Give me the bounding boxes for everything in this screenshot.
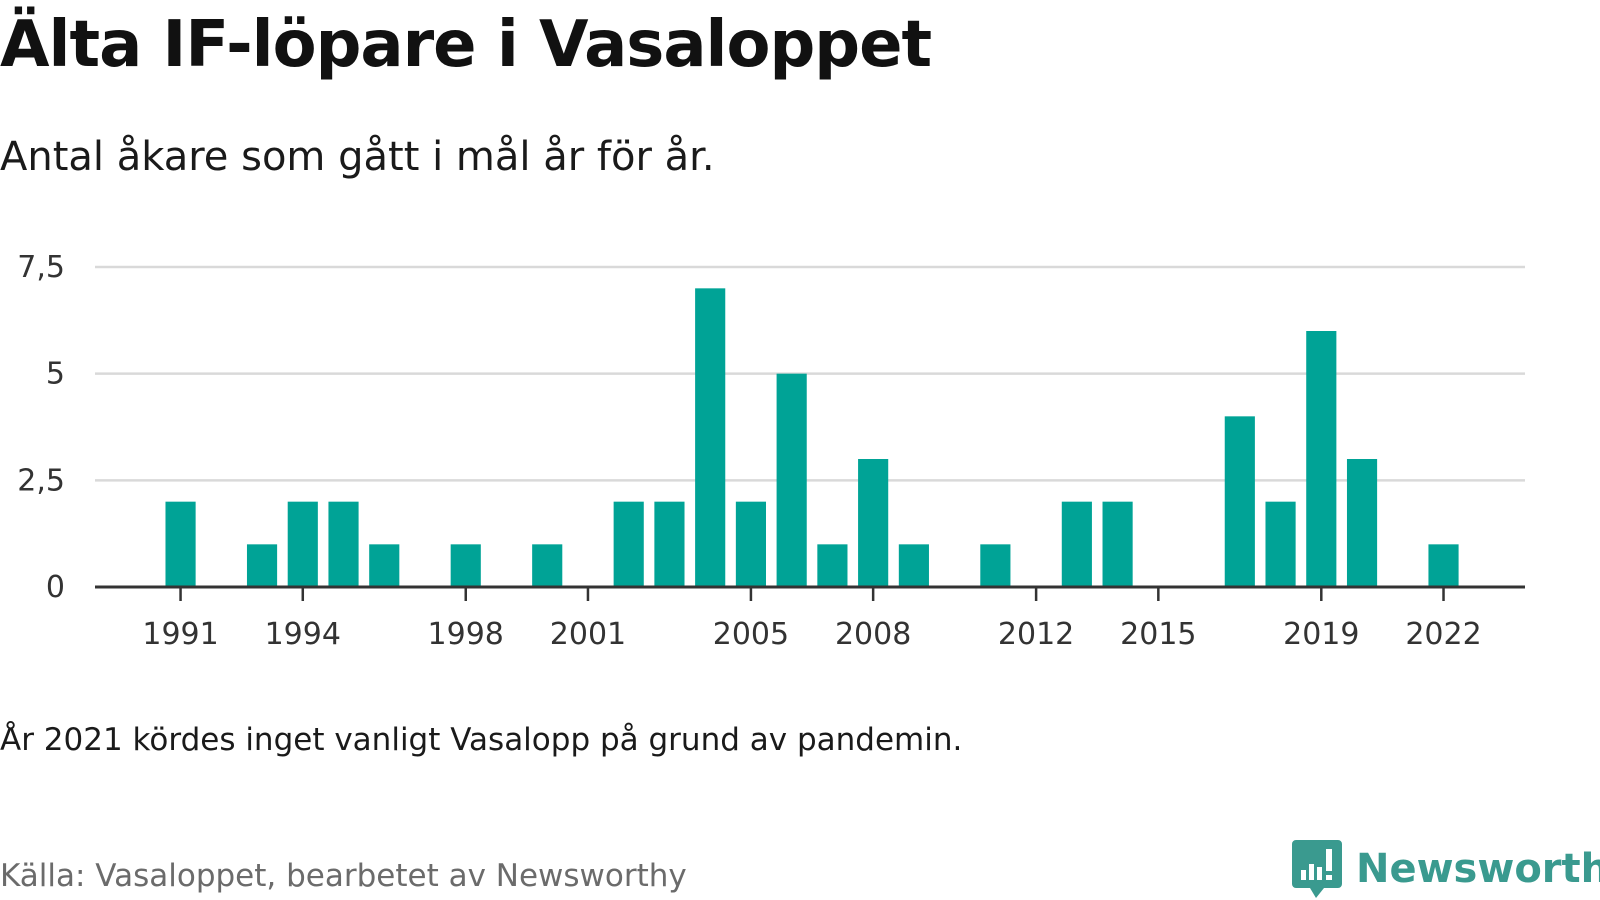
newsworthy-logo-icon <box>1292 840 1342 898</box>
x-tick-label: 2008 <box>835 617 911 652</box>
x-tick-label: 2019 <box>1283 617 1359 652</box>
bar-1995 <box>328 501 359 587</box>
bar-2008 <box>858 459 889 587</box>
bar-1991 <box>165 501 196 587</box>
bar-2009 <box>898 544 929 587</box>
y-tick-label: 2,5 <box>17 463 65 498</box>
bar-2018 <box>1265 501 1296 587</box>
chart-subtitle: Antal åkare som gått i mål år för år. <box>0 134 715 180</box>
bar-2013 <box>1061 501 1092 587</box>
x-tick-label: 2022 <box>1405 617 1481 652</box>
footnote: År 2021 kördes inget vanligt Vasalopp på… <box>0 722 963 758</box>
bar-1996 <box>369 544 400 587</box>
x-tick-label: 1998 <box>428 617 504 652</box>
bar-2007 <box>817 544 848 587</box>
bar-2002 <box>613 501 644 587</box>
bar-2000 <box>532 544 563 587</box>
brand-logo: Newsworthy <box>1292 840 1600 898</box>
x-tick-label: 1994 <box>265 617 341 652</box>
bar-2019 <box>1306 331 1337 587</box>
bar-2022 <box>1428 544 1459 587</box>
y-tick-label: 7,5 <box>17 250 65 285</box>
bar-2020 <box>1346 459 1378 587</box>
bar-chart: 0 2,5 5 7,5 1991 1994 1998 2001 2005 2008 2012 201… <box>17 250 1525 652</box>
x-tick-label: 2001 <box>550 617 626 652</box>
y-tick-label: 0 <box>46 570 65 605</box>
bar-2017 <box>1224 416 1255 587</box>
x-tick-label: 2015 <box>1120 617 1196 652</box>
bar-1998 <box>450 544 481 587</box>
x-axis <box>95 585 1525 601</box>
x-tick-label: 2005 <box>713 617 789 652</box>
bar-2004 <box>695 288 726 587</box>
source-credit: Källa: Vasaloppet, bearbetet av Newswort… <box>0 858 687 894</box>
bars <box>165 288 1459 587</box>
brand-name: Newsworthy <box>1356 846 1600 892</box>
bar-2011 <box>980 544 1011 587</box>
bar-2005 <box>735 501 766 587</box>
bar-1993 <box>246 544 278 587</box>
x-tick-label: 2012 <box>998 617 1074 652</box>
bar-1994 <box>287 501 318 587</box>
y-tick-label: 5 <box>46 357 65 392</box>
bar-2006 <box>776 373 807 587</box>
bar-2014 <box>1102 501 1133 587</box>
x-axis-labels: 1991 1994 1998 2001 2005 2008 2012 2015 2019 2022 <box>142 617 1481 652</box>
chart-title: Älta IF-löpare i Vasaloppet <box>0 8 932 82</box>
x-tick-label: 1991 <box>142 617 218 652</box>
bar-2003 <box>654 501 685 587</box>
gridlines <box>95 265 1525 482</box>
y-axis-labels: 0 2,5 5 7,5 <box>17 250 65 605</box>
